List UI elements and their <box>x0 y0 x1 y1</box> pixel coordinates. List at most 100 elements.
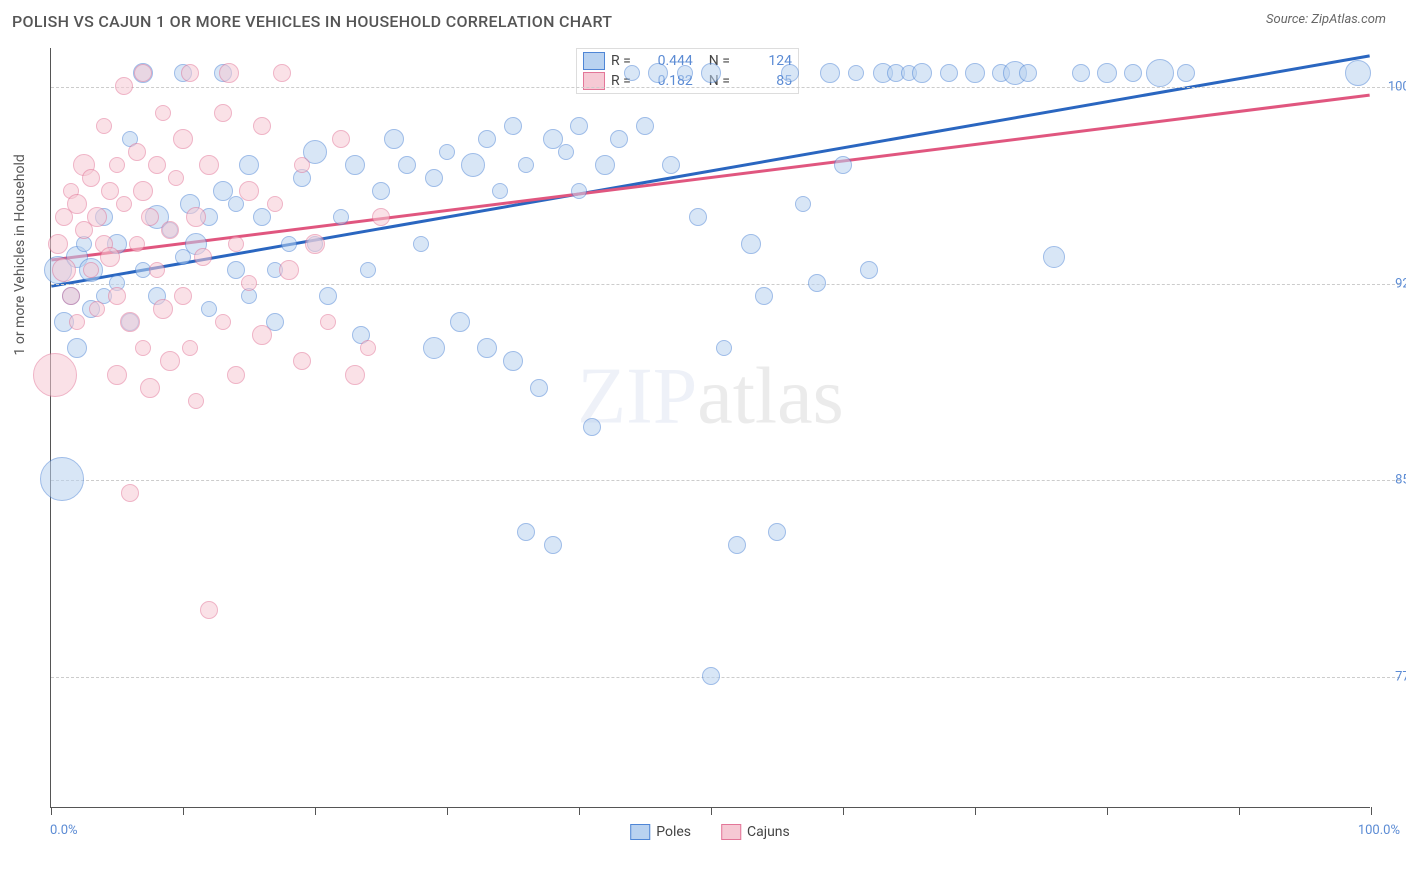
y-tick-label: 92.5% <box>1395 276 1406 291</box>
scatter-point <box>940 64 958 82</box>
scatter-point <box>182 340 198 356</box>
scatter-point <box>517 523 535 541</box>
scatter-point <box>253 117 271 135</box>
x-tick <box>183 807 184 815</box>
x-axis-min-label: 0.0% <box>50 823 78 838</box>
scatter-point <box>583 418 601 436</box>
y-tick-label: 100.0% <box>1388 80 1406 95</box>
x-tick <box>975 807 976 815</box>
scatter-point <box>677 65 693 81</box>
y-axis-title: 1 or more Vehicles in Household <box>12 154 28 355</box>
x-tick <box>447 807 448 815</box>
scatter-point <box>360 340 376 356</box>
scatter-point <box>544 536 562 554</box>
scatter-point <box>252 325 272 345</box>
scatter-point <box>360 262 376 278</box>
scatter-point <box>140 378 160 398</box>
scatter-point <box>808 274 826 292</box>
x-tick <box>1107 807 1108 815</box>
scatter-point <box>116 196 132 212</box>
scatter-point <box>781 64 799 82</box>
scatter-point <box>423 337 445 359</box>
y-tick-label: 77.5% <box>1395 669 1406 684</box>
scatter-point <box>1097 63 1117 83</box>
chart-title: POLISH VS CAJUN 1 OR MORE VEHICLES IN HO… <box>12 12 612 31</box>
x-tick <box>51 807 52 815</box>
scatter-point <box>89 301 105 317</box>
scatter-point <box>320 314 336 330</box>
scatter-point <box>134 64 152 82</box>
scatter-point <box>504 117 522 135</box>
scatter-point <box>912 63 932 83</box>
scatter-point <box>834 156 852 174</box>
scatter-point <box>439 144 455 160</box>
scatter-point <box>215 314 231 330</box>
legend-item: Cajuns <box>721 824 790 840</box>
scatter-point <box>595 155 615 175</box>
scatter-point <box>173 129 193 149</box>
scatter-point <box>219 63 239 83</box>
scatter-point <box>101 182 119 200</box>
scatter-point <box>728 536 746 554</box>
scatter-point <box>624 65 640 81</box>
x-tick <box>1239 807 1240 815</box>
scatter-point <box>571 183 587 199</box>
scatter-point <box>273 64 291 82</box>
scatter-point <box>702 667 720 685</box>
scatter-point <box>149 262 165 278</box>
scatter-point <box>241 275 257 291</box>
scatter-point <box>109 157 125 173</box>
scatter-point <box>570 117 588 135</box>
scatter-point <box>1019 64 1037 82</box>
scatter-point <box>135 340 151 356</box>
source-label: Source: ZipAtlas.com <box>1266 12 1386 27</box>
scatter-point <box>161 221 179 239</box>
scatter-point <box>755 287 773 305</box>
scatter-point <box>279 260 299 280</box>
scatter-point <box>129 236 145 252</box>
legend-swatch <box>721 824 741 840</box>
scatter-point <box>860 261 878 279</box>
x-tick <box>843 807 844 815</box>
y-tick-label: 85.0% <box>1395 473 1406 488</box>
scatter-point <box>148 156 166 174</box>
scatter-point <box>186 207 206 227</box>
scatter-point <box>461 153 485 177</box>
scatter-point <box>194 248 212 266</box>
scatter-point <box>1146 59 1174 87</box>
trend-line <box>51 95 1369 260</box>
scatter-point <box>492 183 508 199</box>
scatter-point <box>477 338 497 358</box>
x-tick <box>1371 807 1372 815</box>
scatter-point <box>67 338 87 358</box>
x-tick <box>315 807 316 815</box>
legend-item: Poles <box>630 824 691 840</box>
scatter-point <box>121 484 139 502</box>
scatter-point <box>153 299 173 319</box>
scatter-point <box>120 312 140 332</box>
scatter-point <box>1345 60 1371 86</box>
scatter-point <box>228 236 244 252</box>
scatter-point <box>636 117 654 135</box>
scatter-point <box>965 63 985 83</box>
scatter-point <box>450 312 470 332</box>
scatter-point <box>848 65 864 81</box>
scatter-point <box>294 157 310 173</box>
scatter-point <box>530 379 548 397</box>
scatter-point <box>425 169 443 187</box>
scatter-point <box>174 287 192 305</box>
scatter-point <box>610 130 628 148</box>
scatter-point <box>345 155 365 175</box>
scatter-point <box>227 366 245 384</box>
scatter-point <box>372 182 390 200</box>
scatter-point <box>133 181 153 201</box>
scatter-point <box>689 208 707 226</box>
plot-area: ZIPatlas R =0.444N =124R =0.182N =85 100… <box>50 48 1370 808</box>
scatter-point <box>115 77 133 95</box>
scatter-point <box>160 351 180 371</box>
scatter-point <box>82 169 100 187</box>
scatter-point <box>648 63 668 83</box>
gridline <box>51 677 1400 678</box>
scatter-point <box>108 287 126 305</box>
scatter-point <box>62 287 80 305</box>
